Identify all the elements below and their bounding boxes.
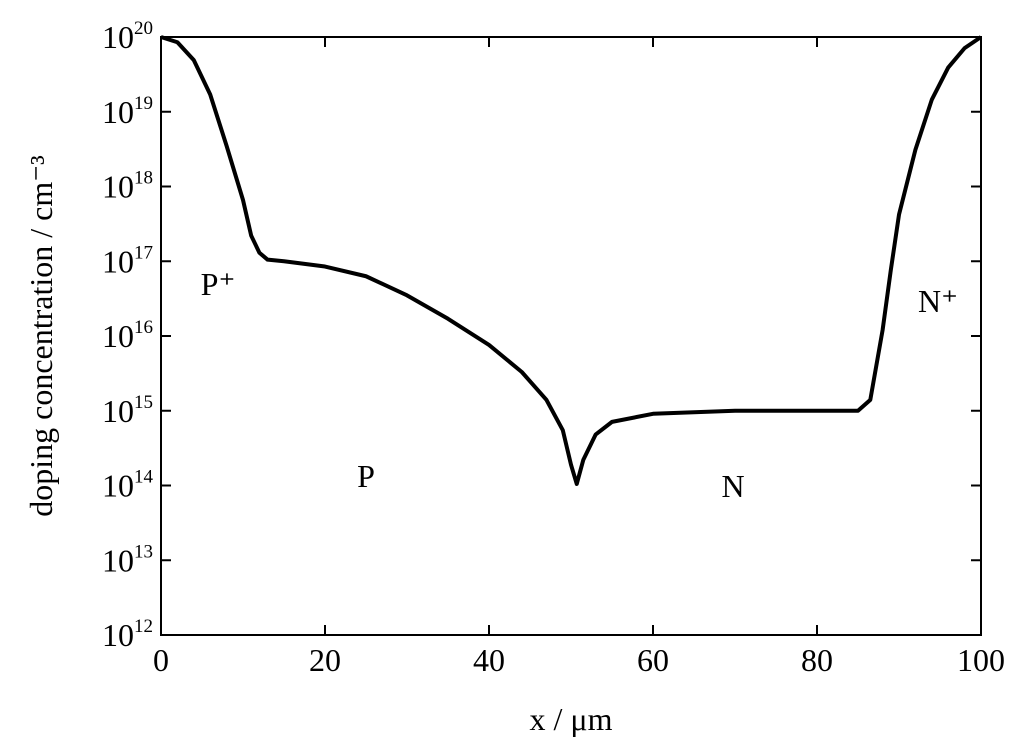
y-tick-label: 1012 bbox=[102, 616, 153, 653]
y-axis-label: doping concentration / cm⁻³ bbox=[23, 155, 59, 517]
y-tick-base: 10 bbox=[102, 94, 134, 130]
y-tick-base: 10 bbox=[102, 617, 134, 653]
y-tick-exponent: 13 bbox=[134, 541, 153, 562]
y-tick-label: 1018 bbox=[102, 168, 153, 205]
y-tick-base: 10 bbox=[102, 393, 134, 429]
y-tick-exponent: 17 bbox=[134, 242, 153, 263]
region-label: N bbox=[721, 468, 744, 504]
y-tick-exponent: 18 bbox=[134, 168, 153, 189]
region-label: P⁺ bbox=[201, 266, 236, 302]
y-tick-label: 1016 bbox=[102, 317, 153, 354]
y-tick-label: 1015 bbox=[102, 392, 153, 429]
plot-frame bbox=[160, 36, 982, 636]
y-tick-exponent: 19 bbox=[134, 93, 153, 114]
y-tick-exponent: 12 bbox=[134, 616, 153, 637]
y-tick-label: 1014 bbox=[102, 467, 154, 504]
y-tick-base: 10 bbox=[102, 243, 134, 279]
y-tick-base: 10 bbox=[102, 318, 134, 354]
y-tick-exponent: 15 bbox=[134, 392, 153, 413]
y-tick-base: 10 bbox=[102, 169, 134, 205]
x-tick-label: 60 bbox=[637, 642, 669, 678]
y-tick-base: 10 bbox=[102, 468, 134, 504]
y-tick-base: 10 bbox=[102, 19, 134, 55]
x-tick-label: 80 bbox=[801, 642, 833, 678]
y-tick-base: 10 bbox=[102, 542, 134, 578]
y-tick-label: 1017 bbox=[102, 242, 153, 279]
y-tick-exponent: 20 bbox=[134, 18, 153, 39]
y-tick-label: 1019 bbox=[102, 93, 153, 130]
y-tick-exponent: 14 bbox=[134, 467, 154, 488]
data-line bbox=[160, 35, 983, 486]
x-axis-label: x / μm bbox=[530, 701, 613, 737]
x-tick-label: 100 bbox=[957, 642, 1005, 678]
region-label: P bbox=[357, 458, 375, 494]
x-tick-label: 40 bbox=[473, 642, 505, 678]
x-tick-label: 20 bbox=[309, 642, 341, 678]
y-tick-label: 1013 bbox=[102, 541, 153, 578]
region-label: N⁺ bbox=[918, 283, 958, 319]
y-tick-label: 1020 bbox=[102, 18, 153, 55]
y-tick-exponent: 16 bbox=[134, 317, 153, 338]
x-tick-label: 0 bbox=[153, 642, 169, 678]
